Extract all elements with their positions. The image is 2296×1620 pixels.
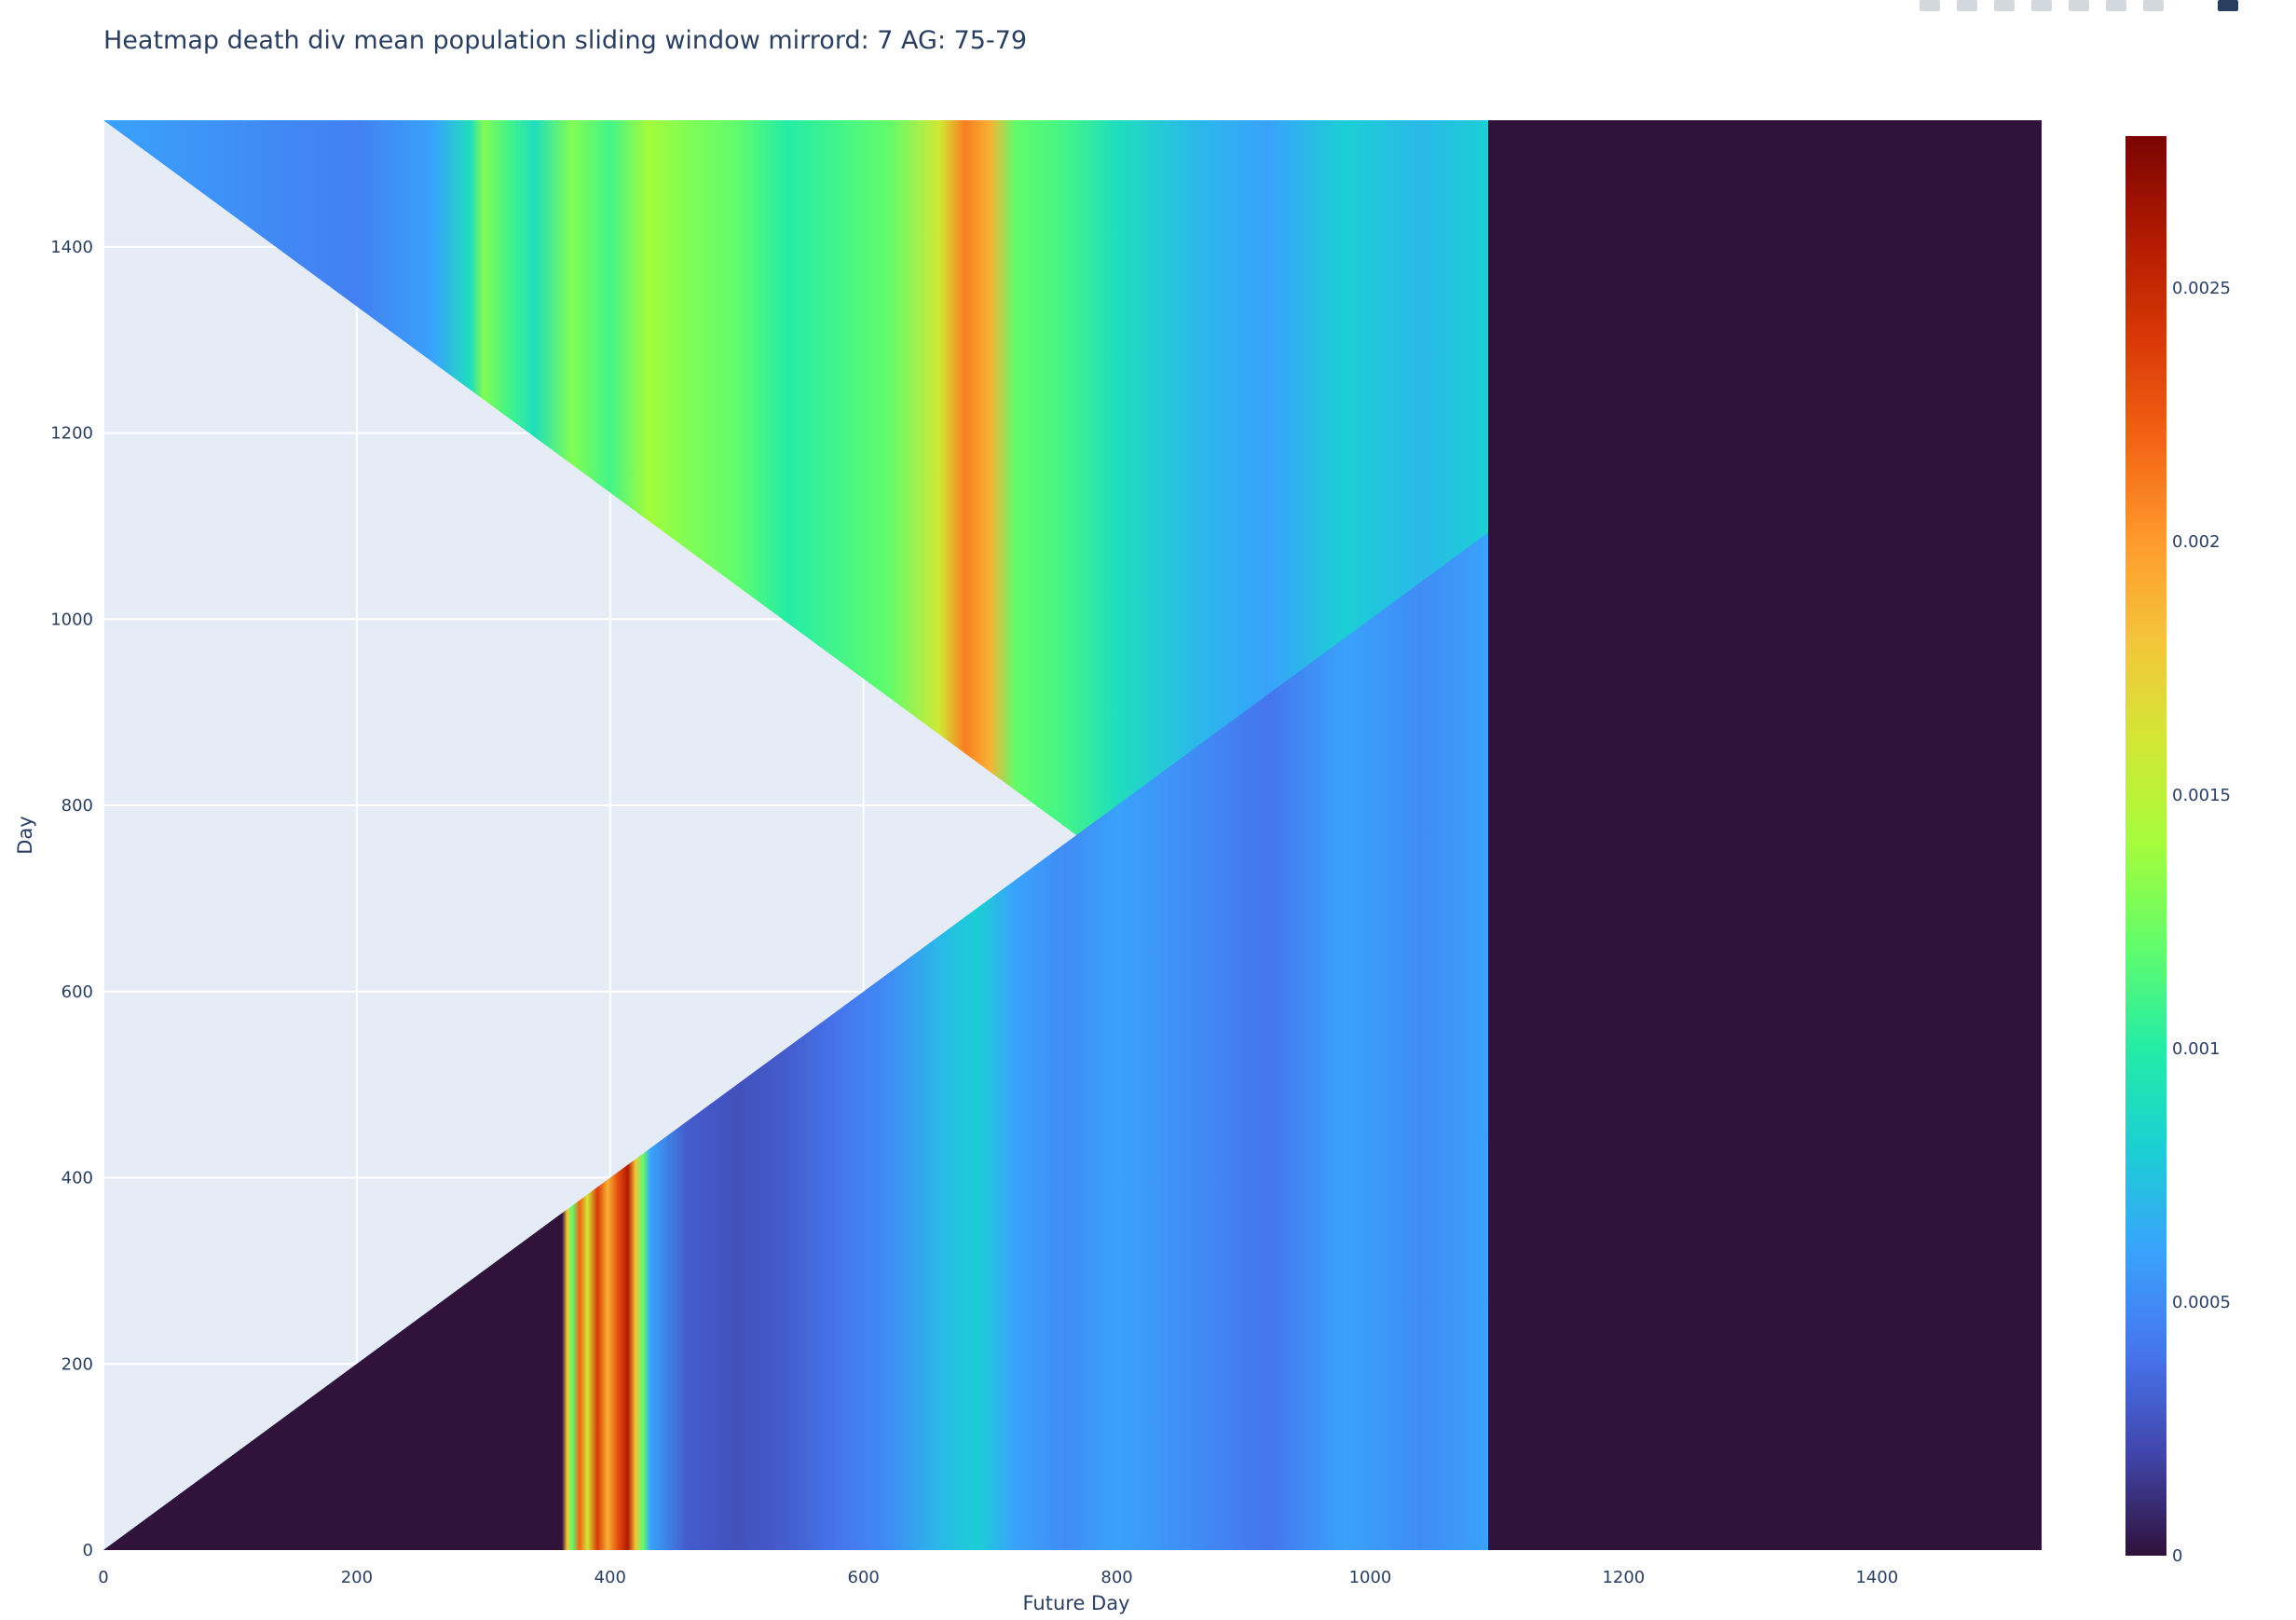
- y-tick-label: 400: [62, 1169, 93, 1188]
- x-axis: 0 200 400 600 800 1000 1200 1400: [98, 1568, 1898, 1587]
- plotly-logo-icon[interactable]: [2218, 0, 2238, 11]
- y-tick-label: 200: [62, 1354, 93, 1374]
- x-tick-label: 0: [98, 1568, 108, 1587]
- modebar: [1920, 0, 2238, 15]
- zero-region: [1487, 120, 2042, 1550]
- x-axis-title: Future Day: [1022, 1592, 1129, 1614]
- x-tick-label: 1200: [1602, 1568, 1645, 1587]
- autoscale-icon[interactable]: [2106, 0, 2126, 11]
- camera-icon[interactable]: [1920, 0, 1940, 11]
- y-tick-label: 0: [83, 1541, 93, 1560]
- colorbar-tick-label: 0.002: [2172, 532, 2221, 552]
- x-tick-label: 800: [1100, 1568, 1132, 1587]
- y-tick-label: 1000: [50, 610, 93, 629]
- y-tick-label: 1200: [50, 424, 93, 444]
- y-tick-label: 1400: [50, 238, 93, 257]
- colorbar-tick-label: 0.0015: [2172, 786, 2231, 805]
- x-tick-label: 400: [594, 1568, 626, 1587]
- colorbar-tick-label: 0: [2172, 1546, 2182, 1566]
- x-tick-label: 600: [848, 1568, 880, 1587]
- zero-triangle: [103, 1213, 563, 1550]
- x-tick-label: 1400: [1855, 1568, 1898, 1587]
- zoom-icon[interactable]: [1957, 0, 1977, 11]
- pan-icon[interactable]: [1994, 0, 2015, 11]
- colorbar-tick-label: 0.0025: [2172, 279, 2231, 298]
- upper-wedge: [103, 120, 1488, 1138]
- y-axis-title: Day: [14, 816, 36, 854]
- zoom-in-icon[interactable]: [2031, 0, 2052, 11]
- colorbar-gradient: [2125, 136, 2166, 1556]
- chart-title: Heatmap death div mean population slidin…: [103, 26, 1028, 55]
- x-tick-label: 1000: [1349, 1568, 1392, 1587]
- zoom-out-icon[interactable]: [2069, 0, 2089, 11]
- y-axis: 0 200 400 600 800 1000 1200 1400: [50, 238, 93, 1560]
- reset-axes-icon[interactable]: [2143, 0, 2164, 11]
- colorbar: 0 0.0005 0.001 0.0015 0.002 0.0025: [2125, 136, 2231, 1566]
- heatmap-cells: [103, 120, 2042, 1550]
- colorbar-tick-label: 0.001: [2172, 1039, 2221, 1059]
- y-tick-label: 600: [62, 982, 93, 1002]
- x-tick-label: 200: [341, 1568, 373, 1587]
- y-tick-label: 800: [62, 796, 93, 816]
- colorbar-tick-label: 0.0005: [2172, 1293, 2231, 1312]
